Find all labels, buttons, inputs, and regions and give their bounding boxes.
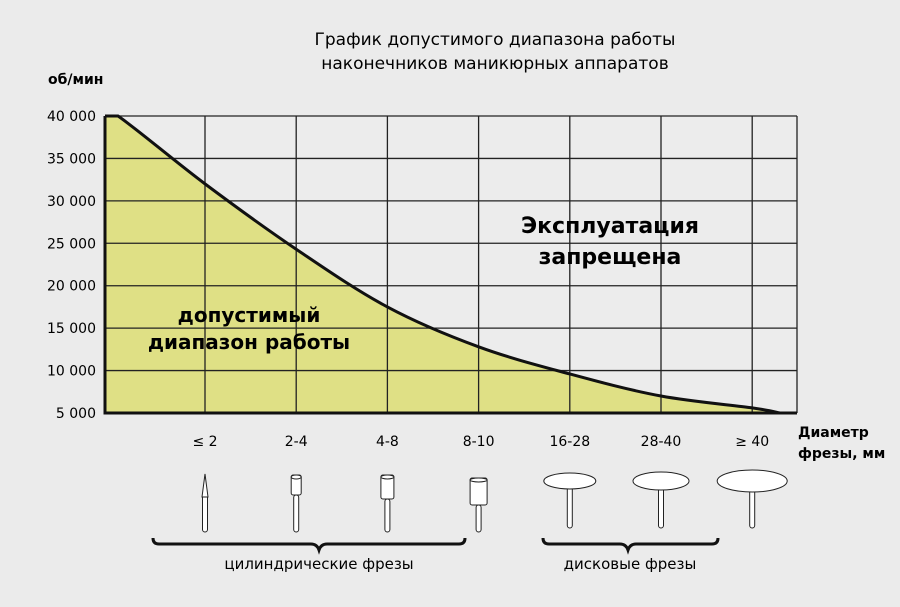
x-tick-label: 8-10 — [463, 434, 495, 450]
y-tick-label: 25 000 — [47, 236, 96, 252]
axes — [103, 116, 797, 415]
forbidden-region-label-1: Эксплуатация — [521, 214, 699, 239]
x-axis-label-line1: Диаметр — [798, 425, 869, 441]
chart-title-line2: наконечников маникюрных аппаратов — [321, 54, 668, 74]
y-tick-label: 30 000 — [47, 194, 96, 210]
disc-group-label: дисковые фрезы — [564, 555, 697, 573]
disc-bur-large-icon — [716, 469, 788, 529]
x-tick-label: 16-28 — [549, 434, 590, 450]
x-axis-label-line2: фрезы, мм — [798, 446, 885, 462]
y-tick-label: 5 000 — [56, 406, 96, 422]
disc-bur-medium-icon — [632, 471, 690, 529]
disc-bur-small-icon — [543, 472, 597, 529]
y-tick-label: 35 000 — [47, 151, 96, 167]
needle-bur-icon — [201, 473, 209, 533]
x-tick-label: 4-8 — [376, 434, 399, 450]
x-tick-label: ≤ 2 — [192, 434, 217, 450]
allowed-area — [105, 116, 780, 413]
allowed-region-label-1: допустимый — [178, 303, 321, 327]
cylindrical-group-brace — [151, 537, 467, 555]
chart-title-line1: График допустимого диапазона работы — [315, 30, 676, 50]
allowed-region-label-2: диапазон работы — [148, 330, 350, 354]
x-tick-label: 2-4 — [285, 434, 308, 450]
disc-group-brace — [541, 537, 720, 555]
cylinder-bur-medium-icon — [380, 474, 395, 533]
x-tick-label: 28-40 — [641, 434, 682, 450]
y-tick-label: 40 000 — [47, 109, 96, 125]
cylinder-bur-large-icon — [469, 477, 488, 533]
y-tick-label: 20 000 — [47, 279, 96, 295]
forbidden-region-label-2: запрещена — [539, 245, 682, 270]
y-tick-label: 15 000 — [47, 321, 96, 337]
cylinder-bur-small-icon — [290, 474, 302, 533]
y-tick-label: 10 000 — [47, 364, 96, 380]
x-tick-label: ≥ 40 — [735, 434, 769, 450]
cylindrical-group-label: цилиндрические фрезы — [224, 555, 413, 573]
y-axis-label: об/мин — [48, 72, 103, 88]
max-rpm-curve — [105, 114, 781, 415]
